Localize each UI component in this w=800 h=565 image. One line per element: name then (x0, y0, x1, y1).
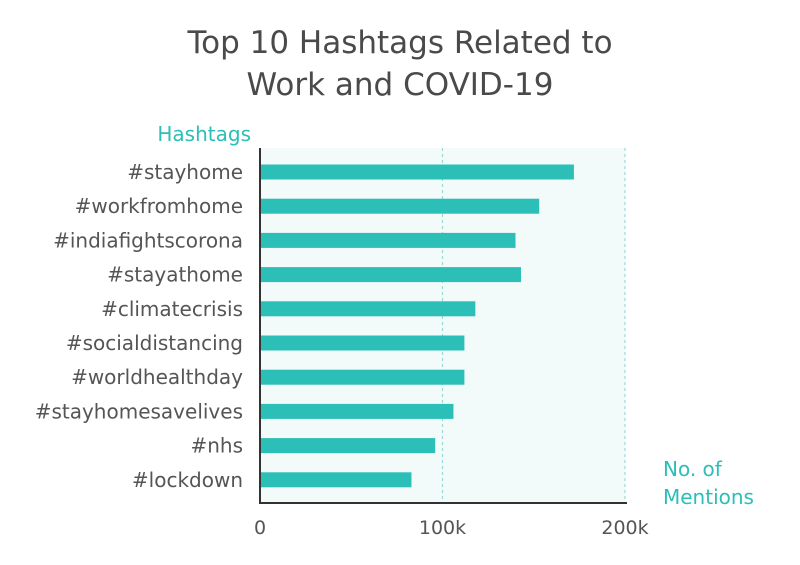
x-tick-labels: 0 100k 200k (254, 517, 649, 539)
x-tick-label-0: 0 (254, 517, 266, 539)
category-label-6: #worldhealthday (71, 365, 243, 389)
category-label-7: #stayhomesavelives (35, 399, 243, 423)
chart-title-line-1: Top 10 Hashtags Related to (187, 25, 613, 61)
category-label-8: #nhs (190, 434, 243, 458)
bar-7 (260, 403, 454, 419)
x-axis-title: No. of Mentions (663, 457, 754, 509)
x-axis-title-line-2: Mentions (663, 485, 754, 509)
chart-title-line-2: Work and COVID-19 (246, 67, 554, 103)
chart-title: Top 10 Hashtags Related to Work and COVI… (0, 22, 800, 106)
category-label-3: #stayathome (107, 263, 243, 287)
category-labels: #stayhome #workfromhome #indiafightscorona… (35, 160, 243, 492)
category-label-1: #workfromhome (75, 194, 243, 218)
bar-9 (260, 472, 412, 488)
category-label-9: #lockdown (132, 468, 243, 492)
bar-8 (260, 438, 436, 454)
bar-1 (260, 198, 540, 214)
category-label-5: #socialdistancing (66, 331, 243, 355)
x-tick-label-1: 100k (419, 517, 466, 539)
y-axis-title: Hashtags (157, 122, 251, 146)
bar-5 (260, 335, 465, 351)
x-tick-label-2: 200k (601, 517, 648, 539)
category-label-0: #stayhome (127, 160, 243, 184)
category-label-2: #indiafightscorona (53, 228, 243, 252)
bar-0 (260, 164, 574, 180)
gridlines (441, 148, 626, 503)
bar-2 (260, 232, 516, 248)
bar-3 (260, 267, 521, 283)
bars (260, 164, 574, 488)
x-axis-title-line-1: No. of (663, 457, 723, 481)
bar-6 (260, 369, 465, 385)
category-label-4: #climatecrisis (101, 297, 243, 321)
bar-4 (260, 301, 476, 317)
